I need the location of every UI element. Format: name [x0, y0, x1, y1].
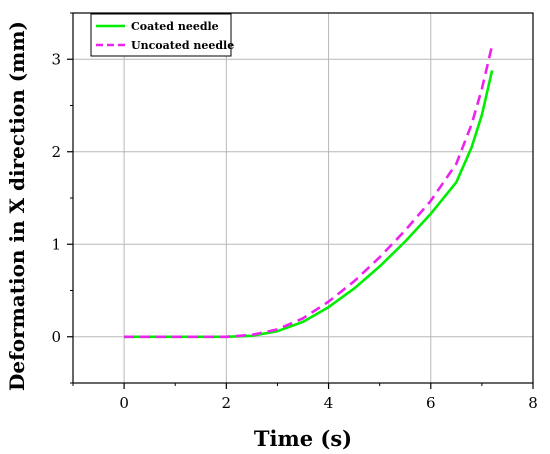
- x-tick-label-4: 4: [324, 394, 334, 412]
- x-tick-label-2: 2: [222, 394, 232, 412]
- plot-frame: [72, 12, 534, 384]
- y-tick-label-0: 0: [51, 328, 61, 346]
- series-line-0: [124, 70, 494, 339]
- x-tick-label-8: 8: [528, 394, 538, 412]
- legend-label-1: Uncoated needle: [131, 39, 234, 52]
- legend-box: [90, 13, 232, 57]
- series-layer: [124, 45, 494, 339]
- y-tick-label-1: 1: [51, 235, 61, 253]
- series-line-1: [124, 45, 494, 339]
- legend: Coated needle Uncoated needle: [90, 13, 234, 57]
- y-tick-label-2: 2: [51, 143, 61, 161]
- x-axis-label: Time (s): [254, 426, 352, 451]
- y-tick-label-3: 3: [51, 50, 61, 68]
- legend-label-0: Coated needle: [131, 20, 219, 33]
- tick-labels: 0 2 4 6 8 0 1 2 3: [51, 50, 537, 412]
- x-tick-label-0: 0: [119, 394, 129, 412]
- y-axis-label: Deformation in X direction (mm): [5, 21, 29, 391]
- axis-ticks: [67, 12, 534, 389]
- x-tick-label-6: 6: [426, 394, 436, 412]
- grid: [73, 13, 534, 383]
